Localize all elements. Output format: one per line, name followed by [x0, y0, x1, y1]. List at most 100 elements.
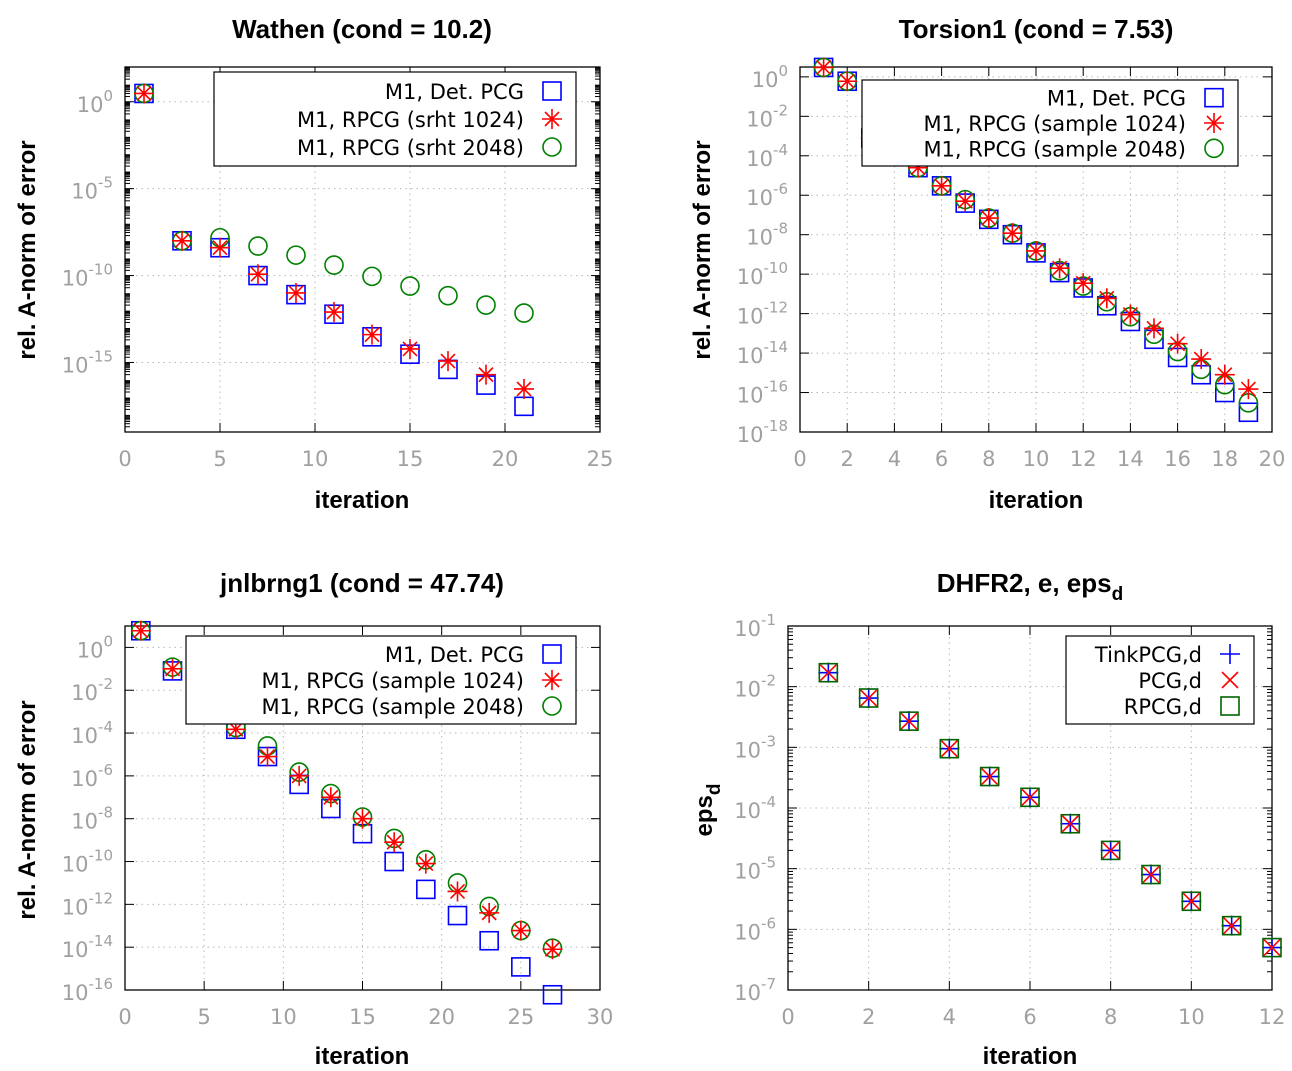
- plot-frame: [799, 66, 1273, 433]
- data-point: [1182, 892, 1200, 910]
- legend-marker: [542, 137, 562, 157]
- y-tick-base: 10: [746, 186, 773, 210]
- y-tick-label: 10-12: [62, 889, 113, 919]
- data-point: [1021, 788, 1039, 806]
- y-tick-exponent: -6: [773, 180, 788, 198]
- data-point: [542, 984, 563, 1005]
- y-tick-base: 10: [62, 981, 89, 1005]
- data-point: [981, 767, 999, 786]
- data-point: [479, 930, 499, 951]
- data-point: [362, 266, 382, 287]
- y-tick-exponent: -3: [761, 732, 776, 750]
- x-tick-label: 0: [781, 1005, 794, 1029]
- y-tick-base: 10: [62, 895, 89, 919]
- data-point: [1262, 937, 1282, 958]
- data-point: [1102, 841, 1120, 859]
- chart-title: Wathen (cond = 10.2): [232, 14, 492, 44]
- y-tick-label: 10-18: [737, 417, 788, 447]
- data-point: [1073, 273, 1094, 294]
- data-point: [400, 338, 420, 359]
- data-point: [1144, 318, 1164, 339]
- legend-entry-label: M1, RPCG (sample 2048): [261, 695, 524, 719]
- y-tick-base: 10: [71, 681, 98, 705]
- data-point: [479, 902, 500, 923]
- y-tick-exponent: -10: [764, 259, 789, 277]
- data-point: [514, 396, 534, 417]
- legend-box: [213, 71, 577, 167]
- legend-marker: [542, 696, 562, 716]
- x-tick-label: 4: [943, 1005, 956, 1029]
- data-point: [320, 787, 341, 808]
- data-point: [978, 208, 999, 229]
- data-point: [931, 175, 952, 196]
- data-point: [1120, 304, 1141, 325]
- data-point: [438, 285, 458, 306]
- y-tick-label: 10-2: [71, 675, 113, 705]
- legend-box: [185, 635, 577, 725]
- chart-panel-1: Wathen (cond = 10.2)0 5 10 15 20 2510-1510-10…: [14, 14, 613, 514]
- y-tick-label: 10-14: [737, 338, 788, 368]
- data-point: [438, 351, 458, 372]
- x-axis-label: iteration: [983, 1043, 1078, 1070]
- data-point: [286, 282, 306, 303]
- data-point: [837, 71, 858, 92]
- legend-marker: [542, 644, 562, 664]
- x-tick-label: 5: [213, 447, 226, 471]
- x-tick-label: 5: [197, 1005, 210, 1029]
- data-point: [1096, 288, 1117, 309]
- series-star: [813, 57, 1259, 400]
- series-circle: [134, 83, 534, 323]
- data-point: [813, 57, 834, 78]
- x-tick-label: 10: [270, 1005, 297, 1029]
- data-point: [1049, 258, 1070, 279]
- y-tick-exponent: -2: [98, 675, 113, 693]
- legend-entry-label: M1, RPCG (sample 1024): [923, 112, 1186, 136]
- data-point: [900, 712, 918, 730]
- y-tick-exponent: 0: [103, 87, 113, 105]
- data-point: [324, 302, 344, 323]
- y-tick-label: 10-3: [734, 732, 776, 762]
- x-tick-label: 2: [841, 447, 854, 471]
- data-point: [1181, 891, 1202, 912]
- series-cross: [819, 664, 1281, 957]
- data-point: [289, 765, 310, 786]
- y-tick-label: 10-10: [62, 261, 113, 291]
- legend-marker: [1221, 671, 1239, 689]
- y-tick-label: 10-10: [62, 847, 113, 877]
- y-tick-base: 10: [737, 305, 764, 329]
- x-tick-label: 14: [1117, 447, 1144, 471]
- y-tick-exponent: -6: [761, 914, 776, 932]
- data-point: [1060, 813, 1081, 834]
- y-tick-exponent: -2: [761, 672, 776, 690]
- y-tick-label: 10-4: [734, 793, 776, 823]
- data-point: [979, 766, 1000, 787]
- y-tick-label: 10-15: [62, 347, 113, 377]
- data-point: [362, 324, 382, 345]
- plot-frame: [124, 66, 601, 433]
- y-tick-label: 10-4: [746, 141, 788, 171]
- data-point: [416, 879, 436, 900]
- data-point: [1238, 402, 1259, 423]
- legend-entry-label: M1, RPCG (sample 2048): [923, 137, 1186, 161]
- y-tick-base: 10: [71, 767, 98, 791]
- y-tick-exponent: -4: [773, 141, 788, 159]
- data-point: [511, 957, 531, 977]
- x-axis-label: iteration: [315, 1043, 410, 1070]
- x-tick-label: 25: [507, 1005, 534, 1029]
- y-tick-exponent: -2: [773, 101, 788, 119]
- data-point: [286, 245, 306, 265]
- data-point: [860, 689, 878, 707]
- y-tick-exponent: -8: [98, 804, 113, 822]
- y-axis-label: rel. A-norm of error: [689, 140, 716, 359]
- data-point: [162, 658, 183, 679]
- y-tick-label: 10-7: [734, 975, 776, 1005]
- x-tick-label: 0: [118, 447, 131, 471]
- y-tick-exponent: -12: [89, 889, 114, 907]
- y-tick-base: 10: [71, 810, 98, 834]
- y-axis-label-subscript: d: [704, 784, 725, 796]
- data-point: [858, 688, 879, 708]
- y-tick-label: 10-6: [71, 761, 113, 791]
- y-tick-label: 100: [752, 62, 788, 92]
